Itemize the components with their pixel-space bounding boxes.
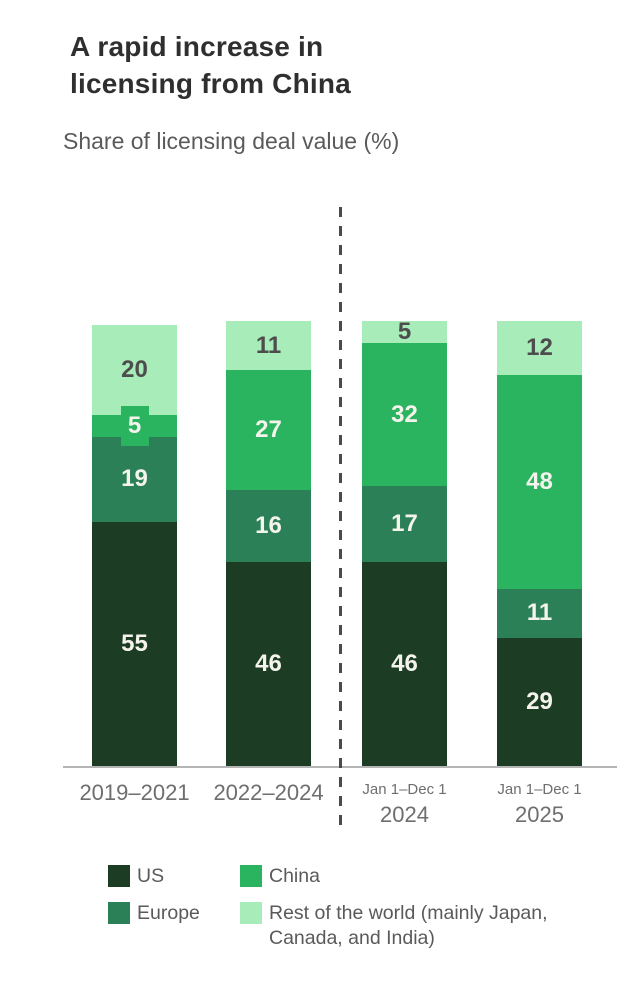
x-axis-label-2: 2022–2024 (189, 779, 349, 806)
bar-1: 55 19 5 20 (92, 321, 177, 767)
segment-europe-bar-3: 17 (362, 486, 447, 562)
segment-china-bar-1: 5 (92, 405, 177, 446)
segment-us-bar-4: 29 (497, 637, 582, 767)
x-axis-label-line1: Jan 1–Dec 1 (497, 781, 582, 798)
bar-4: 29 11 48 12 (497, 321, 582, 767)
bar-3: 46 17 32 5 (362, 318, 447, 767)
x-axis-label-line2: 2024 (380, 802, 429, 827)
legend-swatch-us (108, 865, 130, 887)
segment-value-label: 46 (391, 650, 418, 678)
segment-value-label: 19 (121, 465, 148, 493)
legend-swatch-china (240, 865, 262, 887)
period-divider-dashed-line (339, 207, 342, 831)
segment-value-label: 20 (121, 356, 148, 384)
segment-rest-of-the-world-mainly-japan-bar-3: 5 (362, 318, 447, 346)
segment-europe-bar-2: 16 (226, 490, 311, 562)
x-axis-label-1: 2019–2021 (55, 779, 215, 806)
x-axis-label-line1: 2022–2024 (213, 780, 324, 805)
segment-value-label: 55 (121, 630, 148, 658)
value-callout-chip: 5 (120, 405, 149, 446)
legend-item-rest-of-the-world-mainly-japan: Rest of the world (mainly Japan, Canada,… (240, 901, 613, 951)
segment-europe-bar-1: 19 (92, 436, 177, 522)
segment-value-label: 5 (127, 411, 142, 439)
segment-value-label: 12 (526, 333, 553, 361)
legend-label: China (269, 865, 320, 887)
segment-value-label: 48 (526, 467, 553, 495)
segment-us-bar-2: 46 (226, 561, 311, 767)
segment-rest-of-the-world-mainly-japan-bar-4: 12 (497, 321, 582, 375)
chart-title: A rapid increase in licensing from China (70, 28, 450, 102)
x-axis-label-4: Jan 1–Dec 1 2025 (460, 779, 620, 828)
segment-value-label: 46 (255, 650, 282, 678)
legend-item-us: US (108, 864, 240, 889)
legend-label: US (137, 865, 165, 887)
segment-us-bar-3: 46 (362, 561, 447, 767)
segment-europe-bar-4: 11 (497, 588, 582, 638)
segment-china-bar-3: 32 (362, 343, 447, 487)
legend-item-europe: Europe (108, 901, 240, 951)
segment-rest-of-the-world-mainly-japan-bar-2: 11 (226, 321, 311, 371)
x-axis-label-line1: Jan 1–Dec 1 (362, 781, 447, 798)
x-axis-label-line2: 2025 (515, 802, 564, 827)
x-axis-label-line1: 2019–2021 (79, 780, 190, 805)
bar-2: 46 16 27 11 (226, 321, 311, 767)
legend-item-china: China (240, 864, 613, 889)
legend-label: Europe (137, 902, 200, 924)
legend-label: Rest of the world (mainly Japan, Canada,… (269, 902, 548, 949)
segment-china-bar-2: 27 (226, 370, 311, 491)
segment-value-label: 16 (255, 512, 282, 540)
segment-rest-of-the-world-mainly-japan-bar-1: 20 (92, 325, 177, 415)
segment-value-label: 11 (255, 331, 282, 359)
segment-value-label: 27 (255, 416, 282, 444)
chart-subtitle: Share of licensing deal value (%) (63, 128, 400, 154)
segment-value-label: 29 (526, 688, 553, 716)
legend: US China Europe Rest of the world (mainly J… (108, 864, 613, 951)
segment-value-label: 5 (397, 318, 412, 346)
segment-us-bar-1: 55 (92, 521, 177, 767)
segment-china-bar-4: 48 (497, 374, 582, 589)
segment-value-label: 32 (391, 400, 418, 428)
legend-swatch-rest-of-the-world-mainly-japan (240, 902, 262, 924)
segment-value-label: 11 (526, 599, 553, 627)
segment-value-label: 17 (391, 509, 418, 537)
legend-swatch-europe (108, 902, 130, 924)
chart-title-line2: licensing from China (70, 68, 351, 99)
x-axis-label-3: Jan 1–Dec 1 2024 (325, 779, 485, 828)
chart-title-line1: A rapid increase in (70, 31, 324, 62)
